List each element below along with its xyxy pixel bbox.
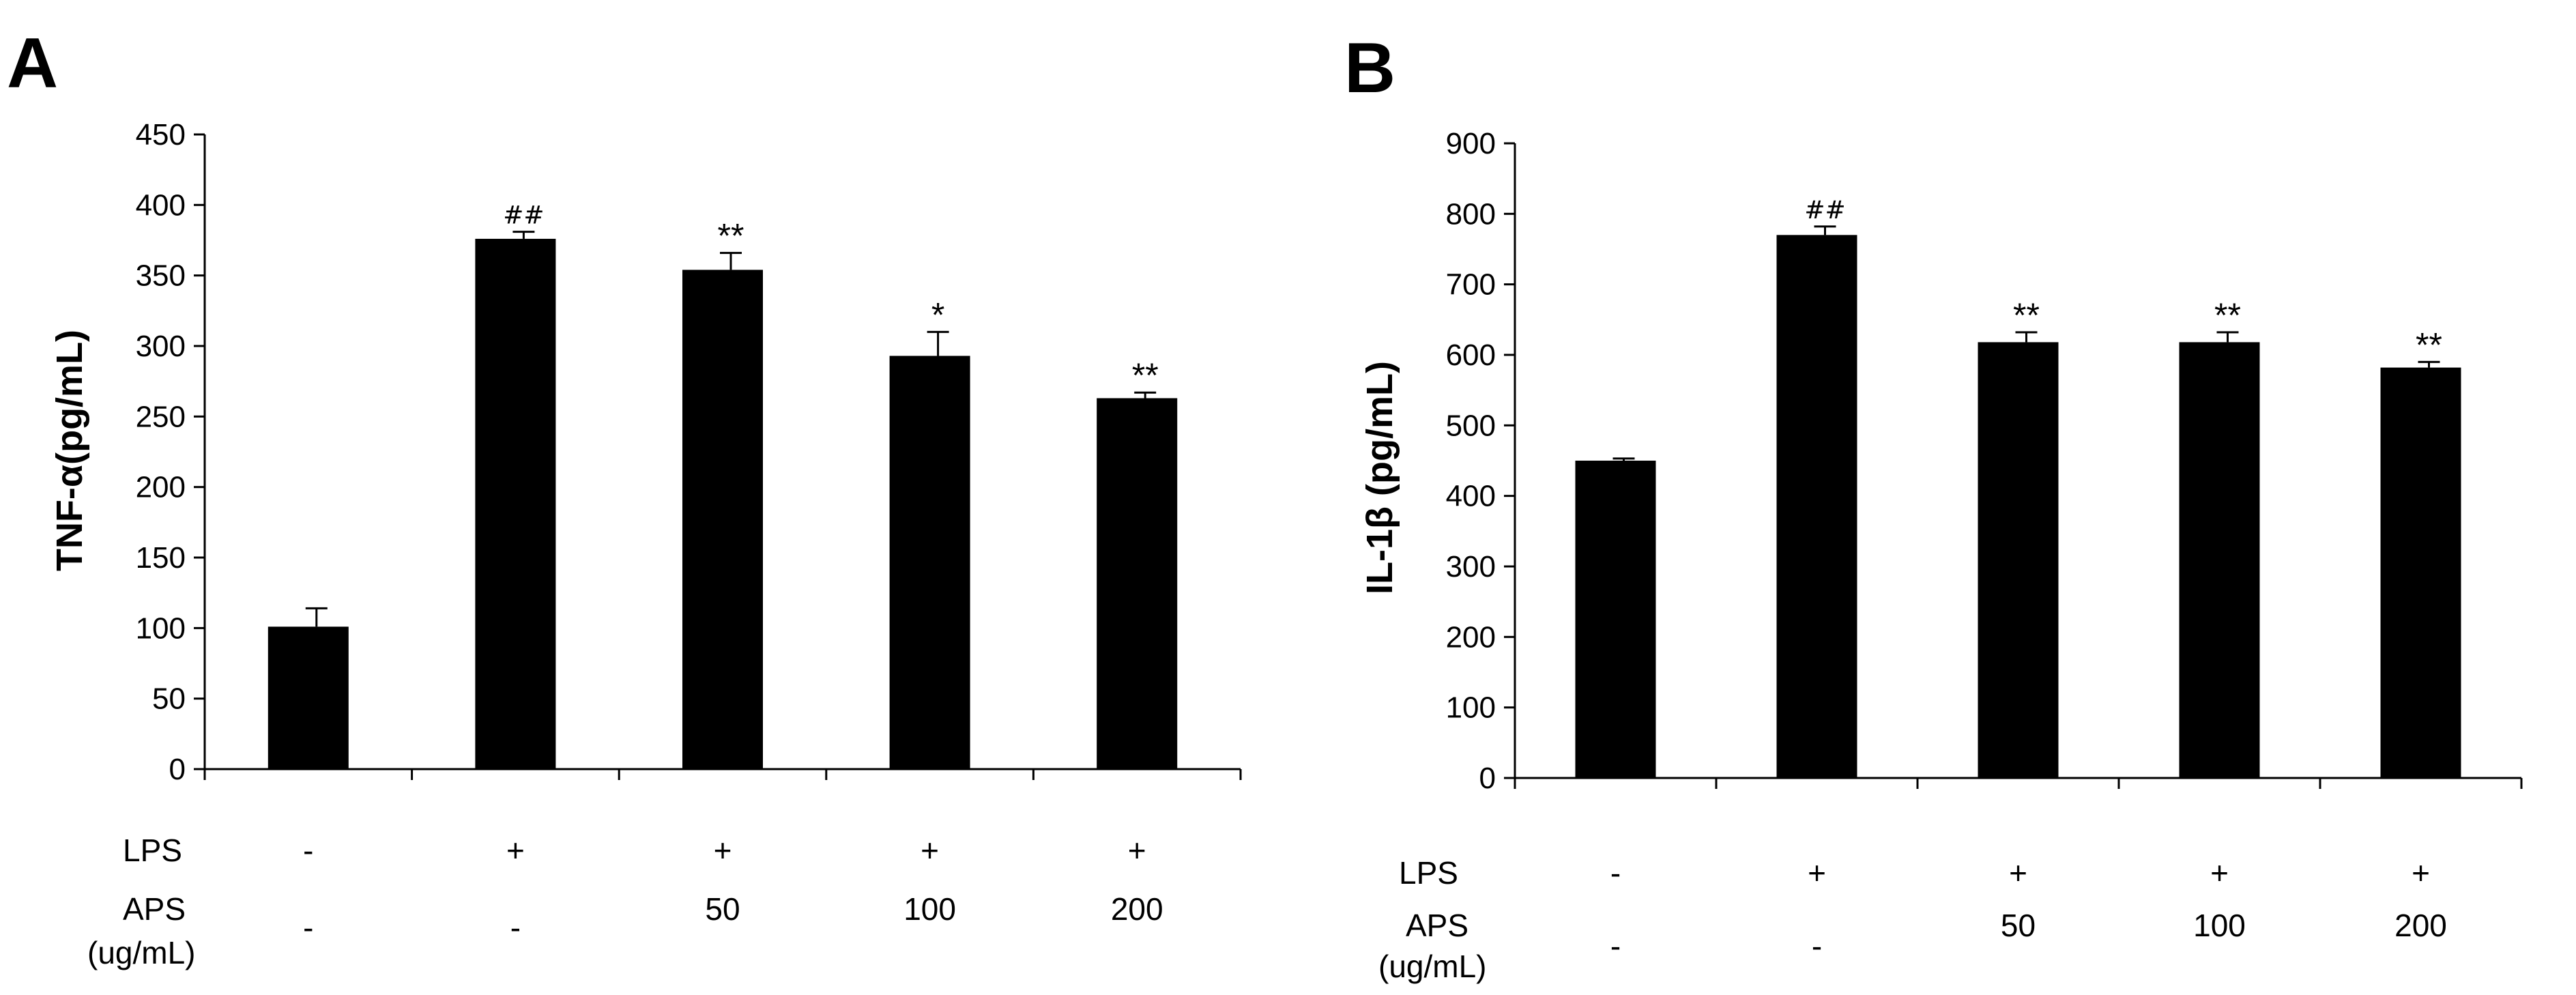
panel-b-aps-unit-label: (ug/mL) xyxy=(1378,949,1486,984)
panel-b-significance-label: ** xyxy=(2416,326,2442,364)
panel-a-significance-label: * xyxy=(931,295,944,334)
panel-b-bar xyxy=(2179,342,2260,778)
panel-b-lps-value: + xyxy=(2412,855,2430,891)
panel-b-lps-value: + xyxy=(2210,855,2229,891)
panel-b-bar xyxy=(1575,461,1656,778)
panel-b-y-tick-label: 900 xyxy=(1446,127,1496,160)
panel-a-bar xyxy=(1097,398,1178,769)
panel-a-y-tick-label: 150 xyxy=(136,541,186,575)
panel-b-y-axis-label: IL-1β (pg/mL) xyxy=(1359,361,1400,594)
panel-a-y-tick-label: 50 xyxy=(152,682,186,716)
panel-a-y-tick-label: 300 xyxy=(136,330,186,363)
panel-a-chart: A TNF-α(pg/mL) LPS APS (ug/mL) 0 50 100 150… xyxy=(7,24,1242,970)
panel-a-lps-value: + xyxy=(506,833,525,868)
panel-a-significance-label: ** xyxy=(718,217,744,255)
panel-b-significance-label: ** xyxy=(2013,296,2040,334)
panel-a-y-tick-label: 0 xyxy=(169,753,186,786)
panel-b-bar xyxy=(1776,235,1857,778)
panel-a-aps-value: - xyxy=(303,910,313,945)
panel-b-chart: B IL-1β (pg/mL) LPS APS (ug/mL) 0 100 200 3… xyxy=(1344,29,2523,984)
panel-b-aps-value: - xyxy=(1812,928,1822,964)
panel-b-y-tick-label: 300 xyxy=(1446,550,1496,583)
panel-b-lps-value: + xyxy=(2009,855,2027,891)
panel-b-y-tick-label: 600 xyxy=(1446,338,1496,372)
panel-a-lps-value: + xyxy=(1128,833,1146,868)
panel-a-y-tick-label: 200 xyxy=(136,471,186,504)
panel-a-bar xyxy=(889,356,970,769)
panel-b-aps-value: 100 xyxy=(2193,908,2246,943)
panel-a-y-tick-label: 400 xyxy=(136,188,186,222)
panel-b-y-tick-label: 700 xyxy=(1446,268,1496,302)
panel-b-bar xyxy=(2380,367,2461,778)
panel-b-y-tick-label: 800 xyxy=(1446,197,1496,231)
panel-b-lps-value: + xyxy=(1808,855,1826,891)
panel-a-lps-value: - xyxy=(303,833,313,868)
panel-a-y-tick-label: 450 xyxy=(136,118,186,152)
panel-b-aps-value: 200 xyxy=(2394,908,2447,943)
panel-b-aps-label: APS xyxy=(1406,908,1468,943)
panel-a-letter: A xyxy=(7,24,58,103)
panel-b-y-tick-label: 0 xyxy=(1479,762,1496,795)
panel-b-letter: B xyxy=(1344,29,1395,108)
panel-b-significance-label: ## xyxy=(1804,197,1845,225)
panel-a-bar xyxy=(682,270,763,769)
panel-a-y-tick-label: 250 xyxy=(136,400,186,433)
panel-a-aps-value: - xyxy=(510,910,521,945)
panel-a-lps-value: + xyxy=(714,833,732,868)
panel-b-bar xyxy=(1978,342,2059,778)
panel-b-aps-value: 50 xyxy=(2001,908,2036,943)
panel-b-y-tick-label: 500 xyxy=(1446,409,1496,442)
panel-a-significance-label: ## xyxy=(503,202,544,230)
panel-a-lps-value: + xyxy=(921,833,939,868)
panel-b-y-tick-label: 400 xyxy=(1446,480,1496,513)
panel-b-y-tick-label: 200 xyxy=(1446,620,1496,654)
panel-a-bar xyxy=(475,238,556,769)
panel-a-significance-label: ** xyxy=(1132,356,1159,394)
panel-a-aps-value: 50 xyxy=(705,891,740,927)
panel-a-aps-label: APS xyxy=(123,891,186,927)
panel-b-lps-value: - xyxy=(1610,855,1621,891)
panel-a-y-axis-label: TNF-α(pg/mL) xyxy=(49,330,90,571)
panel-a-bar xyxy=(267,626,349,769)
panel-b-y-tick-label: 100 xyxy=(1446,691,1496,725)
panel-b-lps-label: LPS xyxy=(1399,855,1458,891)
panel-a-lps-label: LPS xyxy=(123,833,182,868)
panel-a-aps-value: 100 xyxy=(903,891,956,927)
panel-a-y-tick-label: 350 xyxy=(136,259,186,293)
panel-a-aps-value: 200 xyxy=(1111,891,1163,927)
panel-b-significance-label: ** xyxy=(2214,296,2241,334)
panel-a-aps-unit-label: (ug/mL) xyxy=(87,935,195,970)
panel-a-y-tick-label: 100 xyxy=(136,611,186,645)
panel-b-aps-value: - xyxy=(1610,928,1621,964)
